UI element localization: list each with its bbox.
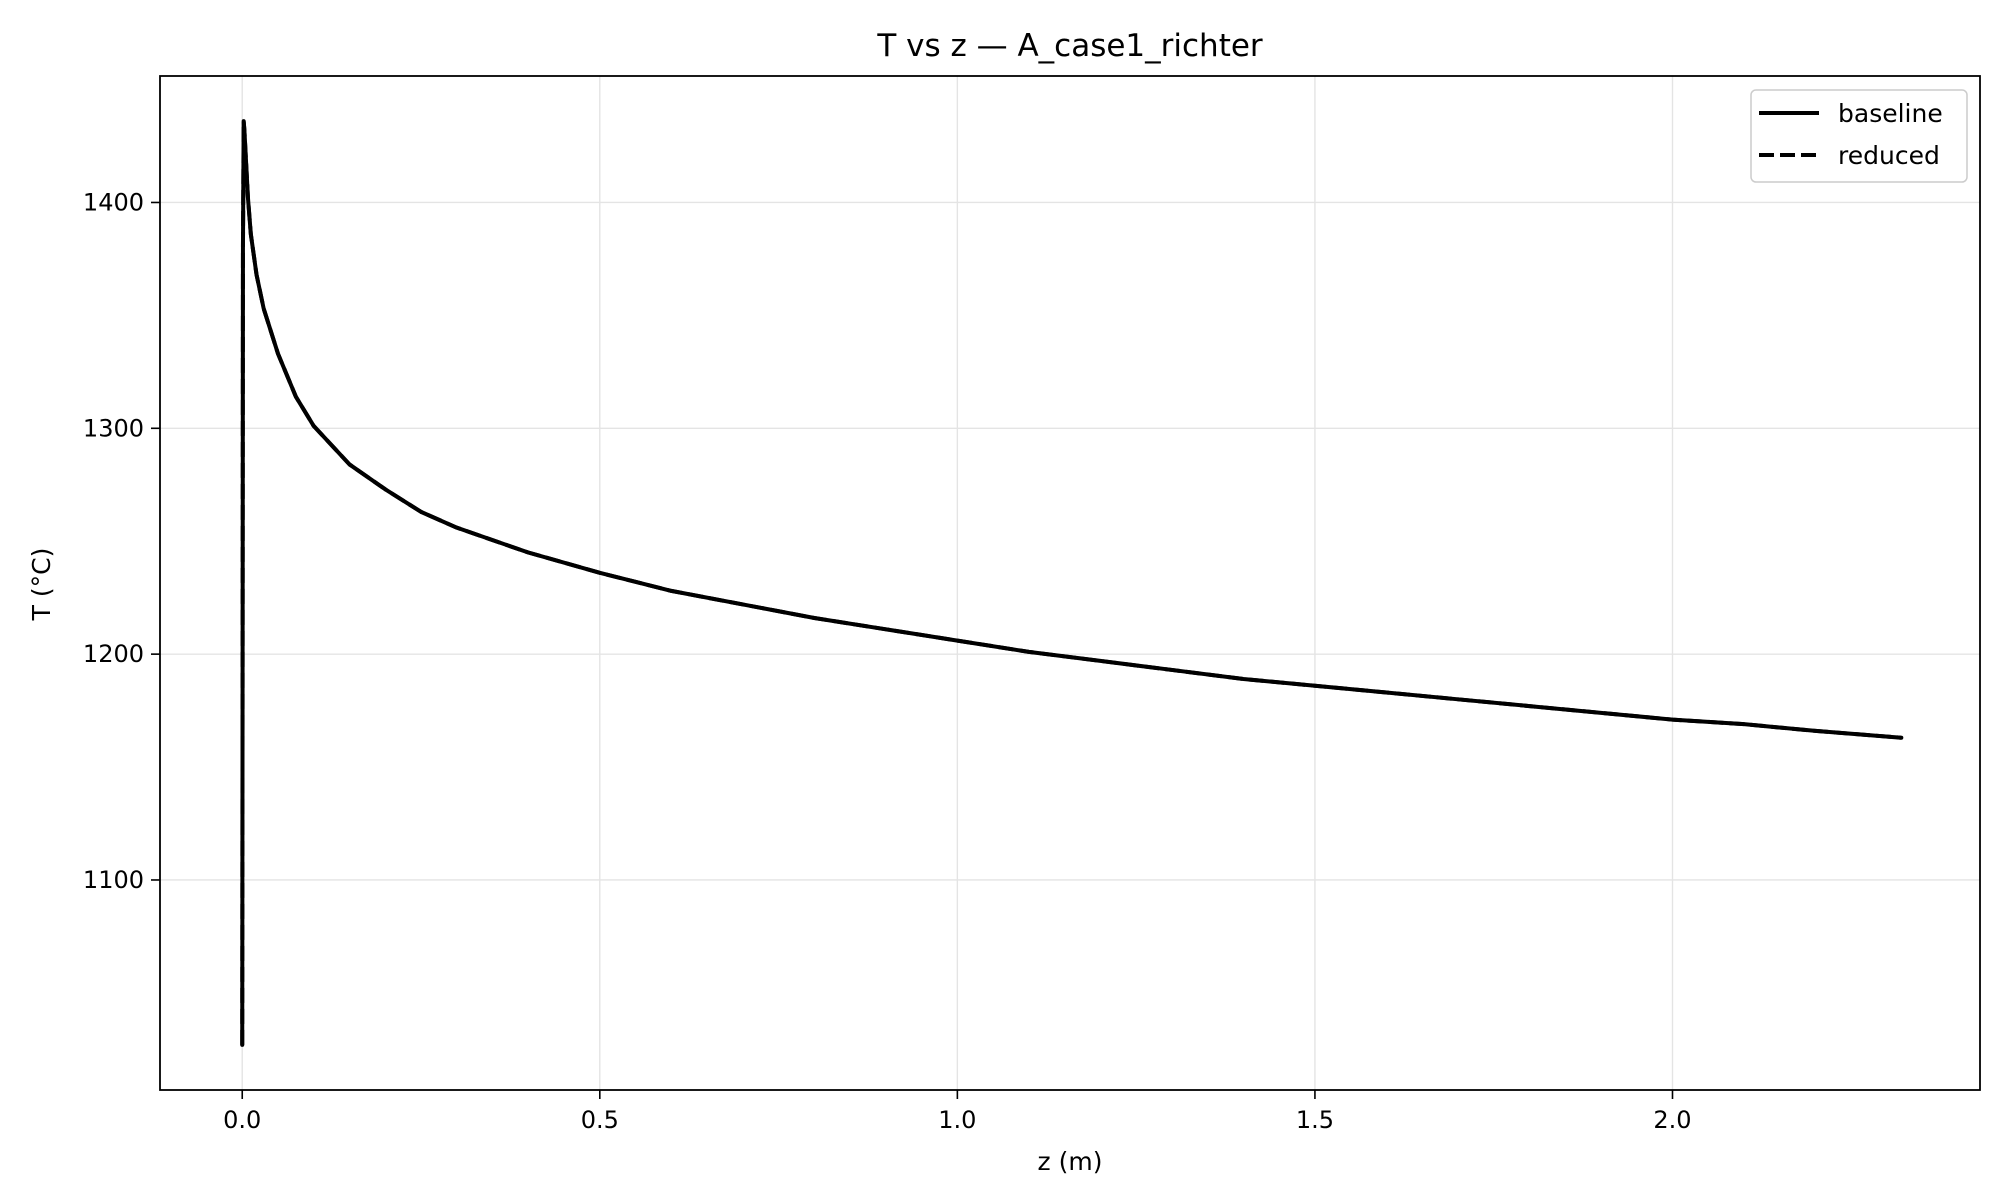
x-tick-label: 2.0 <box>1653 1106 1691 1134</box>
y-tick-label: 1100 <box>83 866 144 894</box>
legend: baseline reduced <box>1750 89 1968 183</box>
plot-frame <box>159 75 1981 1091</box>
x-axis-label: z (m) <box>1038 1147 1103 1176</box>
y-tick-label: 1400 <box>83 188 144 216</box>
x-tick-label: 0.5 <box>581 1106 619 1134</box>
x-tick-label: 1.0 <box>938 1106 976 1134</box>
legend-label-reduced: reduced <box>1838 141 1940 170</box>
y-axis-ticks: 1100 1200 1300 1400 <box>83 188 160 894</box>
x-tick-label: 1.5 <box>1296 1106 1334 1134</box>
x-tick-label: 0.0 <box>223 1106 261 1134</box>
grid <box>160 76 1980 1090</box>
x-axis-ticks: 0.0 0.5 1.0 1.5 2.0 <box>223 1090 1692 1134</box>
series-line-reduced <box>240 119 1902 1045</box>
y-tick-label: 1200 <box>83 640 144 668</box>
plot-series <box>240 119 1904 1047</box>
y-tick-label: 1300 <box>83 414 144 442</box>
legend-label-baseline: baseline <box>1838 99 1943 128</box>
y-axis-label: T (°C) <box>27 548 56 622</box>
chart-title: T vs z — A_case1_richter <box>876 28 1263 64</box>
